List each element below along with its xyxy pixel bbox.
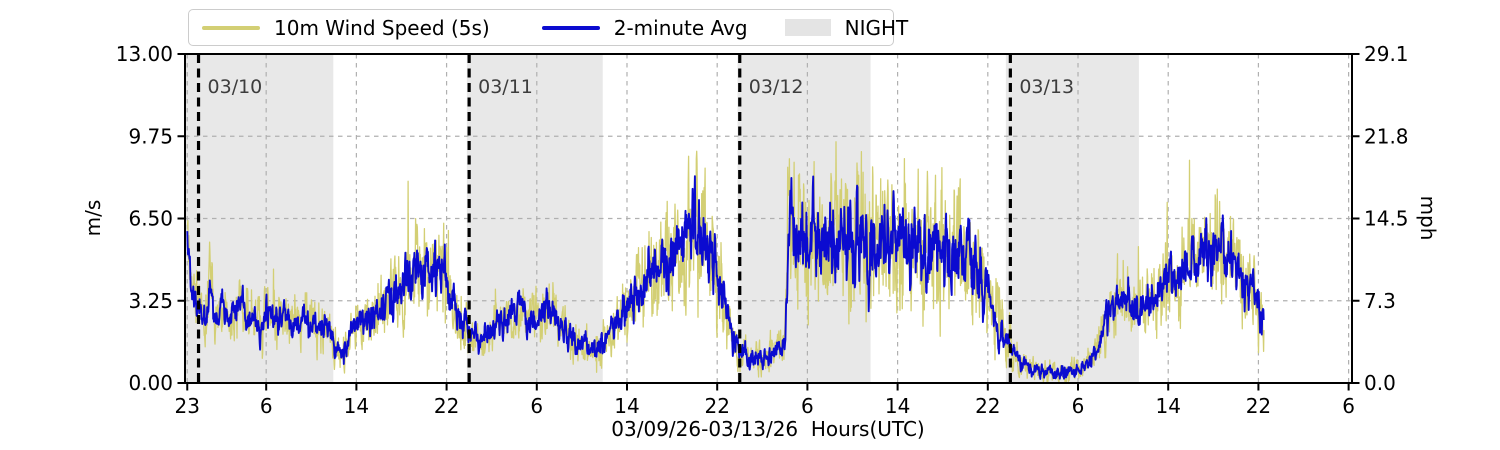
- x-tick-label: 23: [175, 394, 200, 418]
- x-tick-label: 6: [1072, 394, 1085, 418]
- x-tick-label: 22: [704, 394, 729, 418]
- y-axis-label-left: m/s: [81, 199, 105, 237]
- y-tick-label-left: 13.00: [116, 42, 173, 66]
- y-tick-label-right: 0.0: [1364, 371, 1396, 395]
- x-tick-label: 22: [975, 394, 1000, 418]
- raw-series-swatch: [202, 25, 260, 30]
- y-axis-label-right: mph: [1416, 195, 1440, 241]
- y-tick-label-right: 7.3: [1364, 289, 1396, 313]
- night-band: [1005, 54, 1139, 383]
- y-tick-label-left: 0.00: [128, 371, 173, 395]
- y-tick-label-right: 29.1: [1364, 42, 1409, 66]
- x-tick-label: 22: [434, 394, 459, 418]
- y-tick-label-right: 14.5: [1364, 207, 1409, 231]
- day-label: 03/10: [207, 76, 263, 98]
- x-tick-label: 6: [1342, 394, 1355, 418]
- night-label: NIGHT: [844, 15, 909, 40]
- wind-speed-2min-avg-line: [186, 175, 1265, 380]
- night-swatch: [784, 19, 831, 36]
- day-label: 03/13: [1019, 76, 1075, 98]
- avg-series-swatch: [541, 25, 600, 30]
- y-tick-label-right: 21.8: [1364, 124, 1409, 148]
- y-tick-label-left: 3.25: [128, 289, 173, 313]
- x-tick-label: 6: [801, 394, 814, 418]
- x-axis-label: 03/09/26-03/13/26 Hours(UTC): [611, 417, 925, 441]
- y-tick-label-left: 9.75: [128, 124, 173, 148]
- x-tick-label: 6: [530, 394, 543, 418]
- x-tick-label: 14: [1155, 394, 1180, 418]
- x-tick-label: 6: [260, 394, 273, 418]
- x-tick-label: 14: [344, 394, 369, 418]
- day-label: 03/12: [748, 76, 804, 98]
- x-tick-label: 14: [614, 394, 639, 418]
- y-tick-label-left: 6.50: [128, 207, 173, 231]
- x-tick-label: 22: [1246, 394, 1271, 418]
- legend: 10m Wind Speed (5s) 2-minute Avg NIGHT: [188, 9, 908, 46]
- day-label: 03/11: [478, 76, 533, 98]
- avg-series-label: 2-minute Avg: [613, 15, 748, 40]
- x-tick-label: 14: [885, 394, 910, 418]
- raw-series-label: 10m Wind Speed (5s): [274, 15, 490, 40]
